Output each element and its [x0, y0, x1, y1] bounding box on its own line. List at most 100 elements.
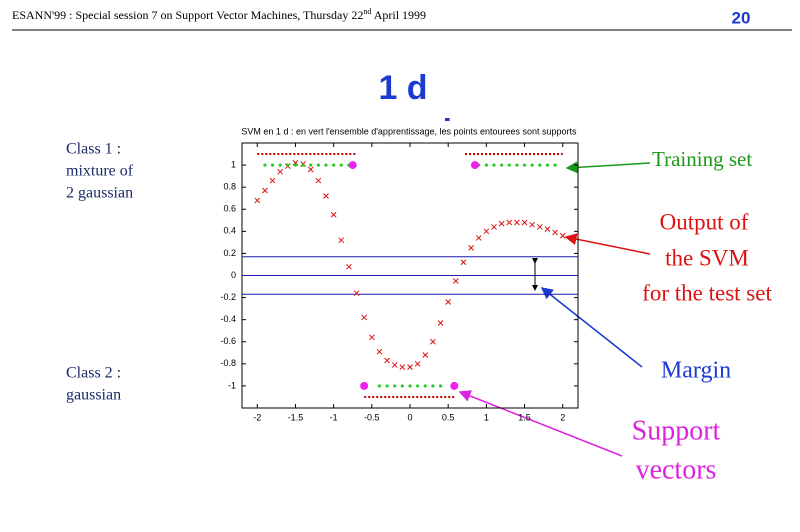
output-point — [506, 219, 513, 226]
output-point — [391, 362, 398, 368]
output-point — [430, 338, 436, 345]
support-vector — [360, 381, 369, 390]
annotation: gaussian — [66, 387, 121, 404]
output-point — [361, 314, 368, 321]
y-tick-label: -0.6 — [220, 336, 236, 346]
output-point — [536, 224, 543, 230]
y-tick-label: 0.6 — [223, 204, 236, 214]
output-point — [384, 357, 390, 364]
y-tick-label: -0.8 — [220, 358, 236, 368]
training-point — [270, 163, 275, 167]
output-point — [338, 237, 345, 244]
training-point — [438, 384, 443, 388]
support-vector — [348, 161, 357, 170]
annotation: vectors — [636, 454, 717, 485]
output-point — [323, 193, 329, 199]
x-tick-label: -1.5 — [288, 412, 304, 422]
output-point — [475, 235, 482, 241]
output-point — [437, 320, 444, 326]
y-tick-label: 0.4 — [223, 226, 236, 236]
output-point — [277, 168, 284, 175]
output-point — [414, 360, 421, 367]
output-point — [483, 228, 490, 235]
output-point — [544, 226, 551, 232]
output-point — [292, 160, 299, 166]
annotation: Class 1 : — [66, 141, 121, 158]
arrow — [458, 390, 623, 457]
chart-title: SVM en 1 d : en vert l'ensemble d'appren… — [241, 126, 577, 136]
plot: -1 -0.8 -0.6 -0.4 -0.2 0 0.2 0.4 0.6 0.8 1 -2 -1.5 -1… — [220, 142, 579, 422]
training-point — [293, 163, 298, 167]
training-point — [324, 163, 328, 167]
annotation: Support — [632, 415, 721, 446]
y-tick-label: 0 — [231, 270, 236, 280]
training-point — [492, 163, 496, 167]
header-sup: nd — [363, 7, 371, 16]
x-tick-label: 2 — [560, 412, 565, 422]
training-point — [377, 384, 382, 388]
output-point — [422, 352, 429, 358]
training-point — [431, 384, 435, 388]
output-point — [468, 245, 474, 251]
output-point — [262, 187, 268, 194]
output-point — [346, 263, 352, 270]
y-tick-label: -0.2 — [220, 292, 236, 302]
output-point — [407, 364, 413, 370]
training-point — [400, 384, 404, 388]
output-point — [353, 290, 360, 297]
annotation: Class 2 : — [66, 365, 121, 382]
x-tick-label: 0.5 — [442, 412, 455, 422]
y-tick-label: 0.2 — [223, 248, 236, 258]
output-point — [559, 232, 566, 239]
x-tick-label: -2 — [253, 412, 261, 422]
training-point — [416, 384, 420, 388]
training-point — [507, 163, 511, 167]
arrow — [565, 161, 651, 174]
output-point — [368, 334, 375, 341]
annotation: Training set — [652, 147, 752, 171]
training-point — [545, 163, 550, 167]
output-point — [399, 364, 406, 370]
y-tick-label: -0.4 — [220, 314, 236, 324]
output-point — [514, 219, 520, 226]
training-point — [332, 163, 336, 167]
output-point — [552, 229, 558, 236]
output-point — [452, 278, 459, 284]
header-tail: April 1999 — [371, 8, 426, 22]
y-tick-label: 0.8 — [223, 182, 236, 192]
training-point — [339, 163, 343, 167]
output-point — [254, 197, 261, 204]
slide-title: 1 d — [378, 69, 427, 107]
training-point — [309, 163, 313, 167]
header-text: ESANN'99 : Special session 7 on Support … — [12, 8, 363, 22]
training-point — [393, 384, 397, 388]
training-point — [553, 163, 557, 167]
training-point — [278, 163, 282, 167]
training-point — [316, 163, 320, 167]
header: ESANN'99 : Special session 7 on Support … — [12, 7, 426, 22]
output-point — [330, 211, 337, 218]
training-point — [408, 384, 412, 388]
x-tick-label: -0.5 — [364, 412, 380, 422]
output-point — [269, 177, 276, 184]
output-point — [498, 220, 505, 227]
support-vector — [470, 161, 479, 170]
training-point — [286, 163, 290, 167]
training-point — [484, 163, 488, 167]
training-point — [522, 163, 527, 167]
x-tick-label: 1.5 — [518, 412, 531, 422]
output-point — [315, 177, 322, 184]
annotation: for the test set — [642, 280, 772, 305]
training-point — [423, 384, 427, 388]
training-point — [515, 163, 519, 167]
training-point — [263, 163, 267, 167]
output-point — [307, 166, 314, 173]
arrow — [564, 233, 651, 255]
output-point — [529, 221, 536, 228]
annotation: 2 gaussian — [66, 185, 133, 202]
y-tick-label: 1 — [231, 159, 236, 169]
training-point — [500, 163, 504, 167]
x-tick-label: 0 — [407, 412, 412, 422]
output-point — [491, 224, 497, 230]
